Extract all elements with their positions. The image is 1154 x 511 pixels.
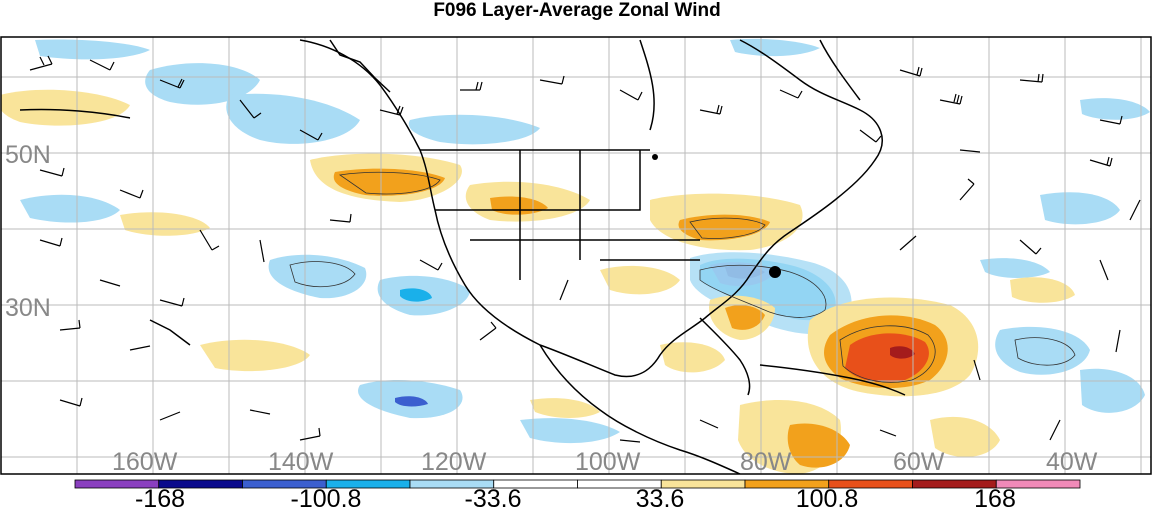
lon-label-80w: 80W [740,448,792,476]
map-frame [0,36,1152,475]
lon-label-100w: 100W [575,448,641,476]
colorbar-segment [995,479,1081,489]
lon-label-160w: 160W [112,448,178,476]
wind-contours [289,171,1076,383]
colorbar-label: 168 [974,485,1016,511]
colorbar-label: 33.6 [636,485,685,511]
colorbar-labels: -168 -100.8 -33.6 33.6 100.8 168 [135,485,1016,511]
colorbar-segments [74,479,1081,489]
map-title: F096 Layer-Average Zonal Wind [433,0,721,21]
colorbar-label: -33.6 [465,485,522,511]
lon-label-120w: 120W [421,448,487,476]
colorbar-label: 100.8 [796,485,859,511]
lat-lon-grid [1,37,1151,474]
continental-outlines [19,39,906,474]
lon-label-140w: 140W [268,448,334,476]
colorbar-label: -100.8 [291,485,362,511]
lat-label-30n: 30N [5,294,51,322]
wind-barbs [29,55,1141,443]
lat-label-50n: 50N [5,141,51,169]
colorbar-label: -168 [135,485,185,511]
lon-label-40w: 40W [1046,448,1098,476]
station-marker-icon[interactable] [769,266,781,278]
wind-anomaly-shading [1,38,1150,474]
secondary-marker-icon [652,154,658,160]
lon-label-60w: 60W [893,448,945,476]
